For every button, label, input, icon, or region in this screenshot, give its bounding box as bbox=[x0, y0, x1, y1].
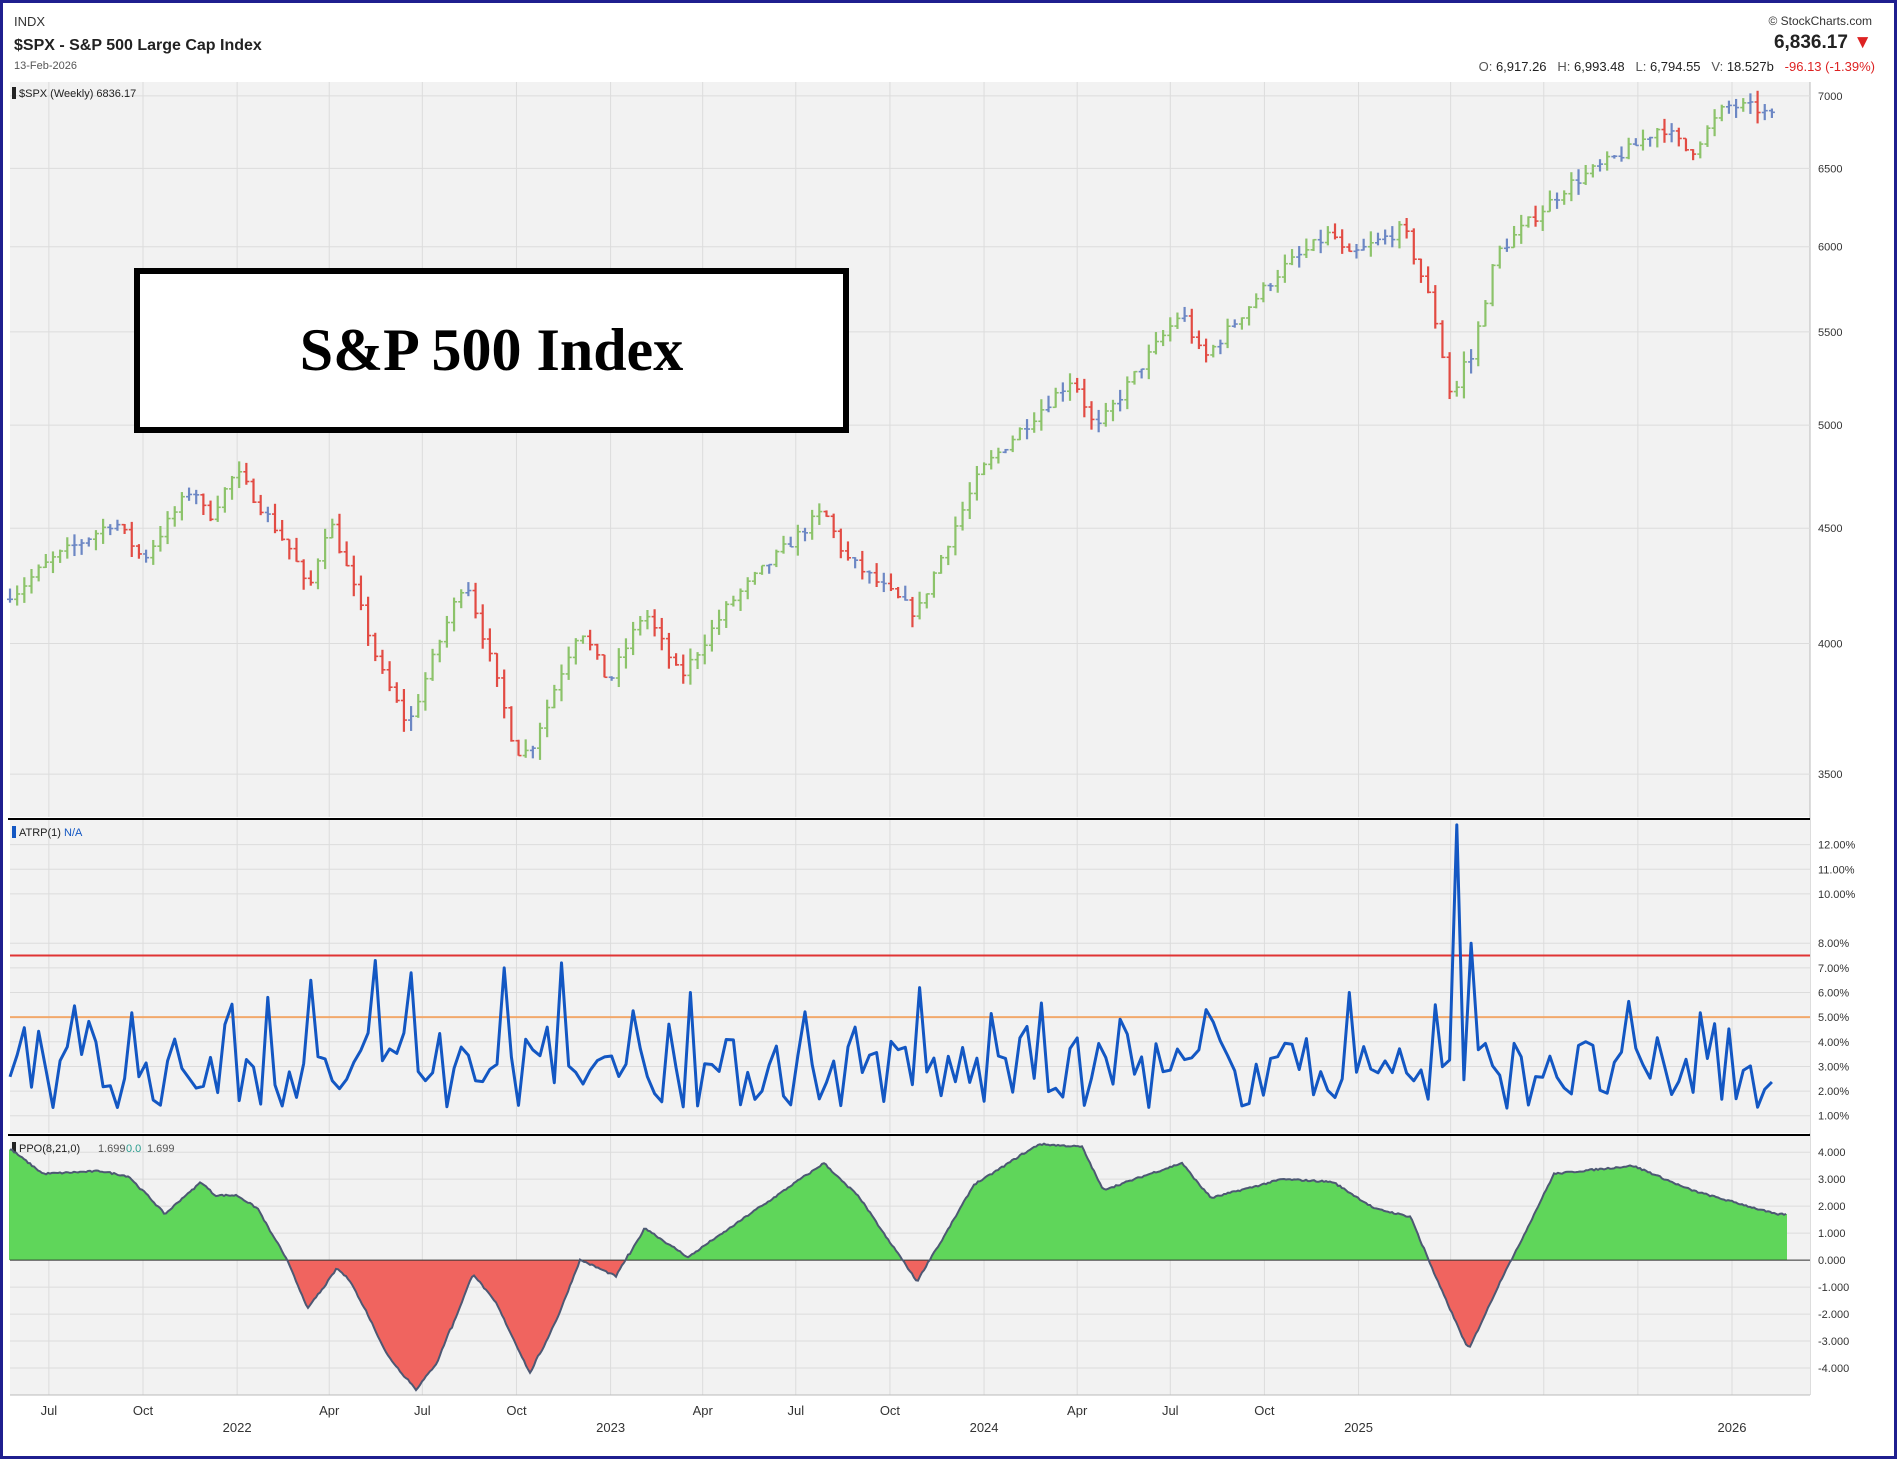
x-tick-label: Apr bbox=[1067, 1403, 1088, 1418]
atrp-panel: 1.00% 2.00% 3.00% 4.00% 5.00% 6.00% 7.00% 8.00%… bbox=[8, 818, 1856, 1133]
price-panel: 3500 4000 4500 5000 5500 6000 6500 7000 $SPX (We… bbox=[7, 82, 1842, 1395]
y-tick-label: 5.00% bbox=[1818, 1012, 1849, 1024]
open-value: 6,917.26 bbox=[1495, 59, 1547, 74]
x-axis: Jul Oct Apr Jul Oct Apr Jul Oct Apr Jul Oct 2022 202… bbox=[41, 1403, 1747, 1435]
x-tick-label: Jul bbox=[41, 1403, 58, 1418]
y-tick-label: 6500 bbox=[1818, 163, 1842, 175]
y-tick-label: 8.00% bbox=[1818, 938, 1849, 950]
x-year-label: 2022 bbox=[223, 1420, 252, 1435]
x-year-label: 2024 bbox=[970, 1420, 999, 1435]
panel-label: ATRP(1) bbox=[19, 827, 61, 839]
x-tick-label: Jul bbox=[1162, 1403, 1179, 1418]
chart-title: $SPX - S&P 500 Large Cap Index bbox=[14, 37, 262, 54]
ohlc-readout: O: 6,917.26 H: 6,993.48 L: 6,794.55 V: 1… bbox=[1479, 59, 1875, 74]
overlay-title-box: S&P 500 Index bbox=[134, 268, 849, 433]
y-tick-label: 7000 bbox=[1818, 91, 1842, 103]
y-tick-label: 2.000 bbox=[1818, 1201, 1846, 1213]
last-price-value: 6,836.17 bbox=[1773, 32, 1848, 53]
ppo-series-line bbox=[9, 1142, 1787, 1392]
x-tick-label: Oct bbox=[1254, 1403, 1275, 1418]
x-year-label: 2023 bbox=[596, 1420, 625, 1435]
open-label: O: bbox=[1478, 59, 1493, 74]
x-year-label: 2025 bbox=[1344, 1420, 1373, 1435]
panel-background bbox=[10, 820, 1810, 1133]
x-tick-label: Oct bbox=[506, 1403, 527, 1418]
y-tick-label: 6.00% bbox=[1818, 988, 1849, 1000]
y-tick-label: -3.000 bbox=[1818, 1336, 1849, 1348]
exchange-label: INDX bbox=[14, 14, 46, 29]
brand-logo[interactable]: © StockCharts.com bbox=[1768, 14, 1872, 28]
y-tick-label: 10.00% bbox=[1818, 889, 1856, 901]
x-tick-label: Oct bbox=[133, 1403, 154, 1418]
x-tick-label: Apr bbox=[319, 1403, 340, 1418]
x-year-label: 2026 bbox=[1718, 1420, 1747, 1435]
panel-label-marker bbox=[12, 1142, 16, 1154]
panel-label-marker bbox=[12, 826, 16, 838]
y-tick-label: 1.000 bbox=[1818, 1228, 1846, 1240]
chart-date: 13-Feb-2026 bbox=[14, 60, 77, 72]
y-tick-label: 1.00% bbox=[1818, 1111, 1849, 1123]
volume-label: V: bbox=[1711, 59, 1724, 74]
y-tick-label: 3500 bbox=[1818, 769, 1842, 781]
y-tick-label: 6000 bbox=[1818, 242, 1842, 254]
panel-label: PPO(8,21,0) bbox=[19, 1143, 80, 1155]
ppo-panel: 4.000 3.000 2.000 1.000 0.000 -1.000 -2.000 -3.… bbox=[8, 1134, 1849, 1396]
overlay-title: S&P 500 Index bbox=[299, 317, 684, 383]
y-tick-label: 3.000 bbox=[1818, 1174, 1846, 1186]
y-tick-label: 2.00% bbox=[1818, 1086, 1849, 1098]
panel-value: 1.699 bbox=[98, 1143, 126, 1155]
y-tick-label: 5500 bbox=[1818, 327, 1842, 339]
y-tick-label: 4500 bbox=[1818, 523, 1842, 535]
y-tick-label: 11.00% bbox=[1818, 864, 1855, 876]
x-tick-label: Jul bbox=[787, 1403, 804, 1418]
panel-value: N/A bbox=[64, 827, 83, 839]
y-tick-label: 7.00% bbox=[1818, 963, 1849, 975]
y-tick-label: 5000 bbox=[1818, 420, 1842, 432]
y-tick-label: 12.00% bbox=[1818, 840, 1856, 852]
last-price: 6,836.17 ▼ bbox=[1774, 32, 1872, 54]
y-tick-label: -2.000 bbox=[1818, 1309, 1849, 1321]
x-tick-label: Jul bbox=[414, 1403, 431, 1418]
panel-value: 0.0 bbox=[126, 1143, 141, 1155]
high-label: H: bbox=[1557, 59, 1571, 74]
y-tick-label: 4000 bbox=[1818, 638, 1842, 650]
panel-background bbox=[10, 82, 1810, 817]
panel-value: 1.699 bbox=[147, 1143, 175, 1155]
low-value: 6,794.55 bbox=[1649, 59, 1701, 74]
down-arrow-icon: ▼ bbox=[1853, 32, 1872, 53]
y-tick-label: 4.000 bbox=[1818, 1147, 1846, 1159]
atrp-series-line bbox=[8, 823, 1773, 1110]
low-label: L: bbox=[1635, 59, 1647, 74]
high-value: 6,993.48 bbox=[1574, 59, 1625, 74]
y-tick-label: 0.000 bbox=[1818, 1255, 1846, 1267]
x-tick-label: Apr bbox=[693, 1403, 714, 1418]
change-value: -96.13 (-1.39%) bbox=[1784, 59, 1875, 74]
panel-label: $SPX (Weekly) 6836.17 bbox=[19, 88, 136, 100]
volume-value: 18.527b bbox=[1726, 59, 1774, 74]
panel-label-marker bbox=[12, 87, 16, 99]
x-tick-label: Oct bbox=[880, 1403, 901, 1418]
y-tick-label: -4.000 bbox=[1818, 1363, 1849, 1375]
y-tick-label: 4.00% bbox=[1818, 1037, 1849, 1049]
y-tick-label: -1.000 bbox=[1818, 1282, 1849, 1294]
y-tick-label: 3.00% bbox=[1818, 1061, 1849, 1073]
